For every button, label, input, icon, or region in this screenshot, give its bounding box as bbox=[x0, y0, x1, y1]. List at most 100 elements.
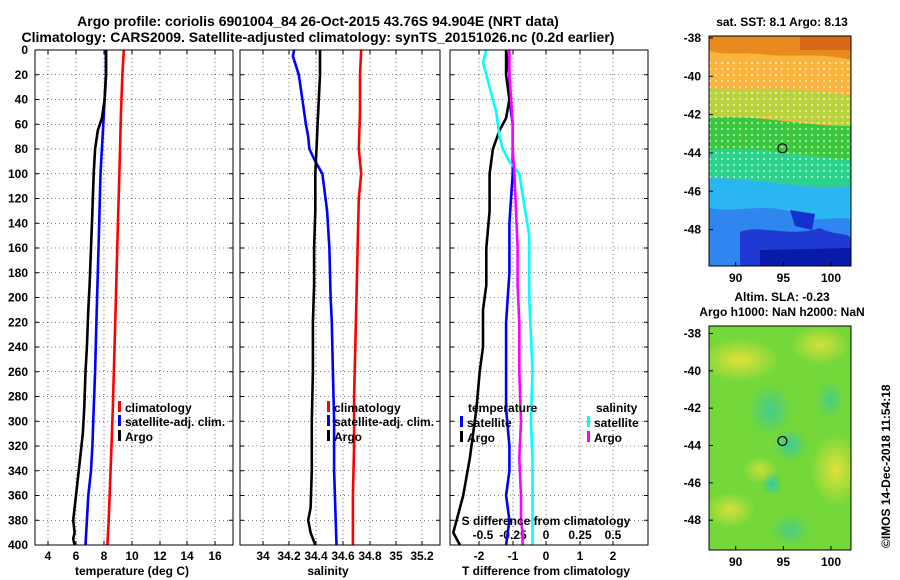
sla-argo-position-marker bbox=[777, 435, 788, 447]
series-line-temperature-argo bbox=[451, 50, 511, 546]
x-tick-label-secondary: 0 bbox=[543, 528, 550, 542]
x-tick-label: 10 bbox=[125, 549, 139, 563]
sst-map-frame bbox=[708, 35, 852, 267]
legend-swatch-t-satellite bbox=[460, 416, 463, 427]
series-line-satellite-adj-clim- bbox=[291, 49, 338, 546]
depth-tick-label: 300 bbox=[8, 414, 28, 428]
depth-tick-label: 0 bbox=[21, 43, 28, 57]
plot-frame bbox=[239, 49, 441, 546]
depth-tick-label: 220 bbox=[8, 315, 28, 329]
legend-swatch-s-satellite bbox=[587, 416, 590, 427]
map-y-tick-label: -46 bbox=[684, 184, 702, 198]
map-y-tick-label: -46 bbox=[684, 476, 702, 490]
map-y-tick-label: -48 bbox=[684, 223, 702, 237]
map-y-tick-label: -40 bbox=[684, 364, 702, 378]
series-line-climatology bbox=[106, 49, 126, 546]
difference-legend: temperature satellite Argo salinity sate… bbox=[460, 401, 639, 445]
sst-heatmap bbox=[709, 36, 851, 266]
legend-argo: Argo bbox=[334, 430, 362, 444]
depth-axis: 0 20 40 60 80 100 120 140 160 180 200 220 240 260 280 3… bbox=[8, 43, 28, 552]
title-line-2: Climatology: CARS2009. Satellite-adjuste… bbox=[22, 29, 615, 45]
sla-map-title: Altim. SLA: -0.23 bbox=[734, 290, 830, 304]
map-y-tick-label: -42 bbox=[684, 401, 702, 415]
map-y-tick-label: -42 bbox=[684, 108, 702, 122]
sdiff-xlabel: S difference from climatology bbox=[462, 514, 631, 528]
series-line-salinity-argo bbox=[508, 50, 524, 545]
depth-tick-label: 280 bbox=[8, 390, 28, 404]
sla-map-subtitle: Argo h1000: NaN h2000: NaN bbox=[699, 305, 864, 319]
map-x-tick-label: 95 bbox=[777, 271, 791, 285]
depth-tick-label: 20 bbox=[15, 68, 29, 82]
series-line-argo bbox=[306, 50, 322, 546]
series-line-climatology bbox=[351, 49, 363, 545]
map-y-tick-label: -48 bbox=[684, 513, 702, 527]
depth-tick-label: 180 bbox=[8, 266, 28, 280]
x-tick-label: 34 bbox=[256, 549, 270, 563]
sst-argo-position-marker bbox=[777, 143, 788, 154]
map-x-tick-label: 95 bbox=[777, 555, 791, 569]
series-line-argo bbox=[71, 50, 108, 546]
x-tick-label: 34.4 bbox=[304, 549, 328, 563]
depth-tick-label: 80 bbox=[15, 142, 29, 156]
temperature-legend: climatology satellite-adj. clim. Argo bbox=[118, 401, 225, 444]
map-y-tick-label: -44 bbox=[684, 438, 702, 452]
legend-s-satellite: satellite bbox=[594, 416, 639, 430]
difference-panel: -2 -1 0 1 2-0.5 -0.25 0 0.25 0.5 bbox=[449, 49, 649, 563]
salinity-legend: climatology satellite-adj. clim. Argo bbox=[327, 401, 434, 444]
x-tick-label-secondary: -0.5 bbox=[473, 528, 494, 542]
sla-heatmap bbox=[709, 326, 851, 550]
plot-frame bbox=[34, 49, 234, 546]
map-y-tick-label: -38 bbox=[684, 326, 702, 340]
depth-tick-label: 260 bbox=[8, 365, 28, 379]
legend-temperature-heading: temperature bbox=[468, 401, 538, 415]
x-tick-label: 35 bbox=[389, 549, 403, 563]
x-tick-label: 6 bbox=[73, 549, 80, 563]
legend-swatch-climatology bbox=[327, 401, 330, 412]
temperature-xlabel: temperature (deg C) bbox=[75, 564, 189, 578]
sst-map-axes: 90 95 100 -38 -40 -42 -44 -46 -48 bbox=[684, 31, 842, 285]
legend-swatch-t-argo bbox=[460, 431, 463, 442]
x-tick-label: 0 bbox=[543, 549, 550, 563]
map-x-tick-label: 100 bbox=[821, 271, 841, 285]
legend-s-argo: Argo bbox=[594, 431, 622, 445]
sla-map-frame bbox=[708, 325, 852, 551]
legend-t-satellite: satellite bbox=[467, 416, 512, 430]
x-tick-label: 34.8 bbox=[358, 549, 382, 563]
x-tick-label: 35.2 bbox=[410, 549, 434, 563]
x-tick-label: 2 bbox=[610, 549, 617, 563]
x-tick-label-secondary: 0.5 bbox=[605, 528, 622, 542]
temperature-panel: 4 6 8 10 12 14 16 bbox=[34, 49, 234, 563]
plot-frame bbox=[449, 49, 649, 546]
legend-swatch-satellite bbox=[327, 415, 330, 426]
depth-tick-label: 160 bbox=[8, 241, 28, 255]
imos-credit: ©IMOS 14-Dec-2018 11:54:18 bbox=[879, 384, 893, 548]
depth-tick-label: 360 bbox=[8, 489, 28, 503]
legend-salinity-heading: salinity bbox=[596, 401, 638, 415]
map-x-tick-label: 100 bbox=[821, 555, 841, 569]
legend-swatch-climatology bbox=[118, 401, 121, 412]
legend-swatch-argo bbox=[118, 430, 121, 441]
legend-climatology: climatology bbox=[125, 401, 192, 415]
x-tick-label: 4 bbox=[45, 549, 52, 563]
sst-map-title: sat. SST: 8.1 Argo: 8.13 bbox=[716, 15, 848, 29]
map-y-tick-label: -38 bbox=[684, 31, 702, 45]
x-tick-label: 16 bbox=[208, 549, 222, 563]
sla-map-axes: 90 95 100 -38 -40 -42 -44 -46 -48 bbox=[684, 326, 842, 569]
legend-swatch-argo bbox=[327, 430, 330, 441]
depth-tick-label: 40 bbox=[15, 93, 29, 107]
depth-tick-label: 60 bbox=[15, 117, 29, 131]
salinity-xlabel: salinity bbox=[307, 564, 349, 578]
depth-tick-label: 100 bbox=[8, 167, 28, 181]
x-tick-label: 34.6 bbox=[331, 549, 355, 563]
depth-tick-label: 120 bbox=[8, 192, 28, 206]
legend-t-argo: Argo bbox=[467, 431, 495, 445]
x-tick-label: 1 bbox=[577, 549, 584, 563]
depth-tick-label: 380 bbox=[8, 513, 28, 527]
x-tick-label: 34.2 bbox=[277, 549, 301, 563]
x-tick-label: 14 bbox=[180, 549, 194, 563]
map-x-tick-label: 90 bbox=[729, 555, 743, 569]
legend-swatch-satellite bbox=[118, 415, 121, 426]
depth-tick-label: 140 bbox=[8, 216, 28, 230]
series-line-salinity-satellite bbox=[481, 49, 534, 545]
